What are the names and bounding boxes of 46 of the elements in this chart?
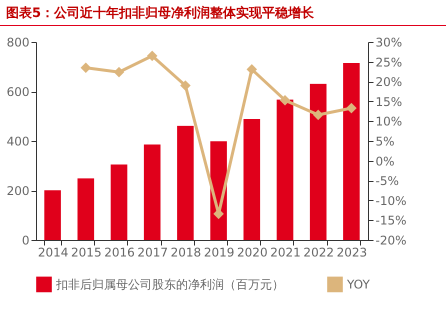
point bbox=[346, 102, 357, 114]
bar bbox=[310, 84, 326, 240]
point bbox=[114, 66, 124, 78]
bar bbox=[244, 118, 260, 240]
x-tick-label: 2023 bbox=[336, 246, 368, 260]
point bbox=[280, 94, 290, 106]
bar bbox=[343, 63, 360, 240]
bar bbox=[144, 144, 160, 240]
x-tick-label: 2019 bbox=[204, 246, 234, 260]
legend-label: 扣非后归属母公司股东的净利润（百万元） bbox=[55, 277, 284, 292]
bar bbox=[177, 126, 194, 240]
y-tick-label: 600 bbox=[6, 85, 30, 99]
x-tick-label: 2017 bbox=[137, 246, 168, 260]
y2-tick-label: 25% bbox=[376, 55, 402, 70]
y2-tick-label: 30% bbox=[376, 36, 402, 50]
y2-tick-label: -5% bbox=[376, 174, 399, 188]
y2-tick-label: -20% bbox=[376, 234, 407, 248]
point bbox=[180, 80, 191, 91]
y2-tick-label: -15% bbox=[376, 214, 407, 228]
y2-tick-label: -10% bbox=[376, 194, 407, 208]
point bbox=[246, 64, 258, 75]
bar bbox=[276, 100, 294, 240]
x-tick-label: 2022 bbox=[303, 246, 334, 260]
x-tick-label: 2015 bbox=[71, 246, 102, 260]
y2-tick-label: 15% bbox=[376, 94, 402, 109]
legend-label: YOY bbox=[346, 277, 370, 292]
y2-tick-label: 5% bbox=[376, 134, 395, 148]
point bbox=[312, 110, 324, 120]
bar bbox=[44, 190, 61, 240]
point bbox=[146, 50, 158, 62]
point bbox=[80, 62, 92, 73]
x-tick-label: 2021 bbox=[270, 246, 301, 260]
bar bbox=[78, 178, 94, 240]
y-tick-label: 200 bbox=[6, 184, 30, 198]
x-tick-label: 2020 bbox=[237, 246, 268, 260]
y-tick-label: 0 bbox=[22, 234, 30, 248]
y2-tick-label: 0% bbox=[376, 154, 395, 168]
x-tick-label: 2016 bbox=[104, 246, 135, 260]
y2-tick-label: 10% bbox=[376, 114, 402, 129]
bar bbox=[110, 164, 128, 240]
y-tick-label: 800 bbox=[6, 36, 30, 50]
y-tick-label: 400 bbox=[6, 134, 30, 148]
x-tick-label: 2018 bbox=[170, 246, 202, 260]
y2-tick-label: 20% bbox=[376, 75, 402, 90]
chart-title: 图表5：公司近十年扣非归母净利润整体实现平稳增长 bbox=[0, 0, 446, 26]
x-tick-label: 2014 bbox=[38, 246, 68, 260]
